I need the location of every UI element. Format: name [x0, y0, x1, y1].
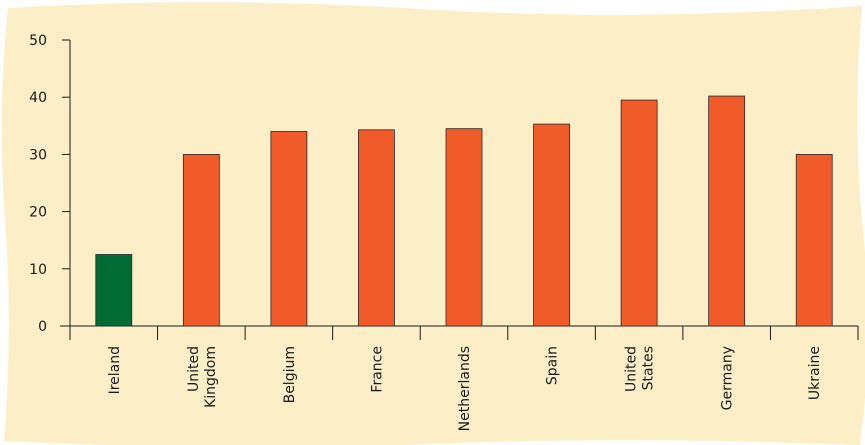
x-label-belgium: Belgium	[282, 346, 298, 403]
bar-ireland	[95, 254, 133, 327]
x-label-netherlands: Netherlands	[457, 346, 473, 431]
bar-belgium	[270, 131, 308, 327]
y-tick-label-40: 40	[29, 90, 47, 106]
y-tick-label-30: 30	[29, 147, 47, 163]
x-label-ukraine: Ukraine	[807, 346, 823, 400]
x-labels: Ireland UnitedKingdom Belgium France Netherl…	[107, 346, 823, 431]
bar-germany	[708, 95, 746, 327]
x-ticks	[69, 326, 859, 340]
bar-netherlands	[445, 128, 483, 327]
x-label-germany: Germany	[720, 346, 736, 410]
bar-united-kingdom	[182, 153, 220, 327]
x-label-united-states: UnitedStates	[624, 346, 657, 392]
bar-france	[358, 129, 395, 327]
y-tick-label-0: 0	[38, 319, 47, 335]
x-label-united-kingdom: UnitedKingdom	[186, 346, 219, 408]
y-ticks: 0 10 20 30 40 50	[29, 33, 70, 335]
x-label-ireland: Ireland	[107, 346, 123, 394]
y-tick-label-20: 20	[29, 205, 47, 221]
bars	[95, 95, 833, 327]
bar-spain	[533, 123, 570, 327]
bar-united-states	[620, 99, 658, 327]
bar-ukraine	[795, 153, 833, 327]
x-label-france: France	[369, 346, 385, 393]
y-tick-label-10: 10	[29, 262, 47, 278]
x-label-spain: Spain	[545, 346, 561, 385]
y-tick-label-50: 50	[29, 33, 47, 49]
